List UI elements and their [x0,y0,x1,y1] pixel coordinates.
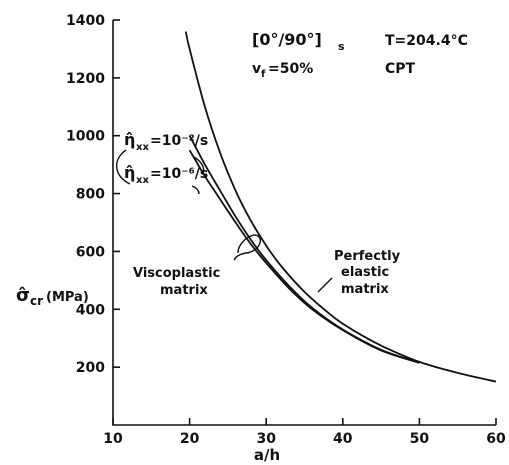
x-tick-label: 30 [256,431,276,447]
elastic-label-line3: matrix [341,282,389,297]
elastic-curve [184,31,497,383]
y-tick-label: 1200 [66,71,105,87]
viscoplastic-label-line1: Viscoplastic [133,266,220,281]
vf-annotation: v [252,61,261,77]
rate1-value: =10⁻²/s [150,133,208,149]
x-tick-label: 10 [103,431,123,447]
rate2-symbol: η̂ [124,163,135,182]
y-axis: 200 400 600 800 1000 1200 1400 [66,13,120,376]
y-tick-label: 400 [76,302,105,318]
axes-frame [112,20,496,426]
x-tick-label: 40 [333,431,353,447]
plot-area [184,31,497,383]
y-tick-label: 1000 [66,129,105,145]
x-tick-label: 50 [410,431,430,447]
viscoplastic-leader [233,234,262,261]
elastic-leader [317,277,333,293]
viscoplastic-curve-rate2 [188,149,420,364]
layup-subscript: s [338,40,345,53]
y-axis-label-unit: (MPa) [46,290,89,305]
x-axis: 10 20 30 40 50 60 [103,418,506,447]
y-axis-label: σ̂ [16,285,30,306]
elastic-label-line1: Perfectly [334,249,401,264]
viscoplastic-label-line2: matrix [160,283,208,298]
vf-subscript: f [261,69,266,80]
temperature-annotation: T=204.4°C [385,33,468,49]
y-tick-label: 200 [76,360,105,376]
rate2-leader [191,185,200,195]
elastic-label-line2: elastic [341,265,389,280]
rate1-symbol: η̂ [124,130,135,149]
vf-value: =50% [268,61,313,77]
x-axis-label: a/h [254,446,280,464]
y-tick-label: 1400 [66,13,105,29]
layup-annotation: [0°/90°] [252,30,322,49]
y-tick-label: 600 [76,244,105,260]
test-annotation: CPT [385,61,416,77]
x-tick-label: 20 [180,431,200,447]
rate2-subscript: xx [136,175,149,186]
y-tick-label: 800 [76,187,105,203]
rate-leader-arc [116,149,131,185]
x-tick-label: 60 [486,431,506,447]
rate2-value: =10⁻⁶/s [150,166,208,182]
y-axis-label-subscript: cr [30,294,43,308]
rate1-leader [193,156,205,175]
rate1-subscript: xx [136,142,149,153]
